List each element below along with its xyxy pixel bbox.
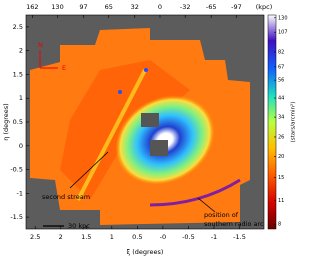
annotation: second stream — [42, 193, 90, 201]
x2-tick-label: 97 — [79, 3, 87, 11]
colorbar-tick-label: 67 — [278, 64, 284, 70]
y-tick-label: -1 — [17, 189, 23, 197]
scale-label: 30 kpc — [68, 222, 90, 230]
colorbar-tick-label: 130 — [278, 15, 288, 21]
x2-tick-label: 130 — [51, 3, 63, 11]
colorbar — [267, 14, 277, 230]
colorbar-tick-label: 34 — [278, 115, 284, 121]
colorbar-tick-label: 15 — [278, 175, 284, 181]
y-tick-label: 2.5 — [13, 23, 23, 31]
x2-tick-label: 65 — [105, 3, 113, 11]
y-tick-label: 1.5 — [13, 70, 23, 78]
colorbar-tick-label: 107 — [278, 30, 288, 36]
map — [26, 15, 264, 229]
x2-axis-label: (kpc) — [256, 3, 273, 11]
colorbar-tick-label: 56 — [278, 78, 284, 84]
y-tick-label: 1 — [19, 94, 23, 102]
colorbar-tick-label: 82 — [278, 49, 284, 55]
x-tick-label: 2 — [59, 233, 63, 241]
x2-tick-label: -32 — [180, 3, 191, 11]
y-tick-label: 0.5 — [13, 118, 23, 126]
y-tick-label: -1.5 — [10, 213, 23, 221]
north-label: N — [38, 41, 43, 49]
colorbar-tick-label: 11 — [278, 198, 284, 204]
x2-tick-label: 32 — [131, 3, 139, 11]
x2-tick-label: -65 — [206, 3, 217, 11]
x2-tick-label: 0 — [158, 3, 162, 11]
colorbar-label: (stars/arcmin²) — [290, 102, 297, 143]
x-tick-label: -1.5 — [233, 233, 246, 241]
east-label: E — [62, 64, 66, 72]
x-tick-label: 2.5 — [30, 233, 40, 241]
x-tick-label: 1.5 — [81, 233, 91, 241]
x2-tick-label: -97 — [231, 3, 242, 11]
x-tick-label: -1 — [211, 233, 217, 241]
colorbar-tick-label: 20 — [278, 154, 284, 160]
x2-tick-label: 162 — [26, 3, 38, 11]
y-tick-label: 0 — [19, 142, 23, 150]
colorbar-tick-label: 26 — [278, 134, 284, 140]
y-tick-label: -0.5 — [10, 166, 23, 174]
colorbar-tick-label: 8 — [278, 222, 281, 228]
y-tick-label: 2 — [19, 47, 23, 55]
x-tick-label: 1 — [110, 233, 114, 241]
x-tick-label: -0.5 — [182, 233, 195, 241]
x-axis-label: ξ (degrees) — [127, 248, 164, 256]
annotation: southern radio arc — [204, 220, 264, 228]
x-tick-label: -0 — [160, 233, 166, 241]
chart: N E second stream position of southern r… — [2, 3, 297, 256]
colorbar-tick-label: 44 — [278, 96, 284, 102]
x-tick-label: 0.5 — [132, 233, 142, 241]
y-axis-label: η (degrees) — [2, 103, 10, 140]
annotation: position of — [204, 211, 239, 219]
